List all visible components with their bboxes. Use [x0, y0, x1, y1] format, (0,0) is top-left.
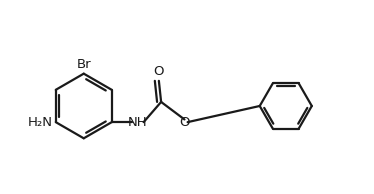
- Text: O: O: [154, 65, 164, 78]
- Text: O: O: [179, 116, 190, 129]
- Text: H₂N: H₂N: [28, 116, 53, 129]
- Text: NH: NH: [128, 116, 148, 129]
- Text: Br: Br: [76, 57, 91, 70]
